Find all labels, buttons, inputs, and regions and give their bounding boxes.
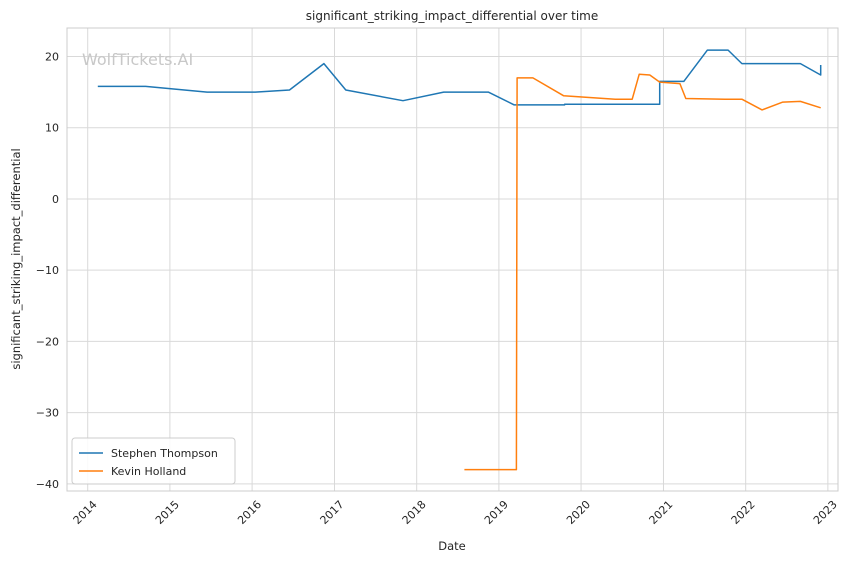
chart-title: significant_striking_impact_differential… bbox=[306, 9, 598, 23]
legend-label-stephen-thompson: Stephen Thompson bbox=[111, 447, 218, 460]
x-axis-title: Date bbox=[438, 539, 466, 553]
y-tick-label: −10 bbox=[36, 264, 59, 277]
y-tick-label: 20 bbox=[45, 50, 59, 63]
legend: Stephen Thompson Kevin Holland bbox=[71, 437, 236, 485]
grid bbox=[67, 28, 838, 491]
series-line-kevin-holland bbox=[464, 73, 821, 471]
series-lines bbox=[97, 49, 822, 471]
y-tick-label: 0 bbox=[52, 193, 59, 206]
watermark: WolfTickets.AI bbox=[82, 50, 193, 69]
legend-box bbox=[71, 437, 236, 485]
y-tick-label: −40 bbox=[36, 478, 59, 491]
y-tick-label: −20 bbox=[36, 335, 59, 348]
y-tick-label: −30 bbox=[36, 407, 59, 420]
y-axis-title: significant_striking_impact_differential bbox=[9, 148, 23, 369]
y-tick-label: 10 bbox=[45, 122, 59, 135]
series-line-stephen-thompson bbox=[97, 49, 822, 106]
plot-frame bbox=[66, 27, 839, 492]
legend-label-kevin-holland: Kevin Holland bbox=[111, 465, 186, 478]
